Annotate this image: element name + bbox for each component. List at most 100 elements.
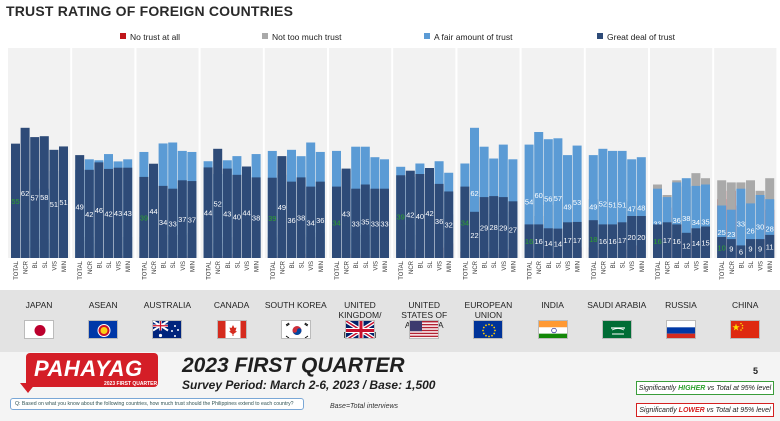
country-label: CANADA [213, 300, 250, 310]
bar-segment [158, 185, 168, 258]
subgroup-label: BL [547, 260, 553, 268]
bar-segment [701, 184, 710, 258]
bar-value-label: 36 [435, 217, 443, 226]
subgroup-label: MIN [511, 261, 517, 272]
bar-segment [380, 188, 389, 258]
subgroup-label: TOTAL [207, 260, 213, 279]
bar-value-label: 28 [766, 225, 774, 234]
chart-title: TRUST RATING OF FOREIGN COUNTRIES [6, 3, 294, 19]
subgroup-label: TOTAL [528, 260, 534, 279]
china-flag-icon [730, 320, 761, 339]
subgroup-label: TOTAL [14, 260, 20, 279]
bar-value-label: 33 [737, 219, 745, 228]
bar-value-label: 51 [59, 198, 67, 207]
bar-segment [39, 136, 49, 258]
bar-value-label: 17 [663, 236, 671, 245]
bar-segment [213, 148, 223, 258]
logo-speech-tail [20, 383, 36, 393]
bar-segment [617, 222, 627, 258]
subgroup-label: VIS [630, 261, 636, 271]
bar-segment [765, 234, 775, 258]
subgroup-label: VIS [309, 261, 315, 271]
bar-value-label: 36 [316, 216, 324, 225]
bar-value-label: 57 [554, 194, 562, 203]
bar-segment [139, 176, 149, 258]
bar-segment [617, 150, 627, 258]
bar-segment [563, 222, 572, 258]
bar-segment [267, 177, 277, 258]
bar-segment [681, 178, 691, 258]
saudi-arabia-flag-icon [601, 320, 632, 339]
bar-segment [425, 168, 434, 258]
bar-segment [251, 177, 261, 258]
bar-value-label: 49 [278, 203, 286, 212]
bar-segment [277, 156, 287, 258]
bar-segment [222, 168, 232, 258]
pahayag-logo [26, 353, 158, 387]
bar-segment [572, 221, 582, 258]
bar-value-label: 44 [242, 208, 250, 217]
legend-swatch-2 [424, 33, 430, 39]
bar-value-label: 52 [214, 199, 222, 208]
subgroup-label: SL [492, 260, 498, 268]
bar-segment [588, 220, 598, 258]
bar-value-label: 17 [618, 236, 626, 245]
subgroup-label: BL [226, 260, 232, 268]
bar-value-label: 16 [608, 237, 616, 246]
subgroup-label: TOTAL [656, 260, 662, 279]
bar-segment [479, 197, 489, 258]
bar-segment [168, 188, 178, 258]
bar-segment [736, 188, 746, 258]
subgroup-label: MIN [319, 261, 325, 272]
logo-brand-text: PAHAYAG [34, 356, 143, 381]
bar-segment [717, 205, 727, 258]
bar-segment [113, 167, 123, 258]
subgroup-label: BL [162, 260, 168, 268]
bar-segment [608, 150, 617, 258]
bar-value-label: 43 [114, 209, 122, 218]
asean-flag-icon [88, 320, 119, 339]
bar-value-label: 14 [554, 239, 562, 248]
bar-segment [755, 195, 765, 258]
bar-value-label: 53 [573, 198, 581, 207]
bar-value-label: 42 [104, 209, 112, 218]
bar-value-label: 51 [608, 200, 616, 209]
subgroup-label: VIS [502, 261, 508, 271]
bar-value-label: 42 [85, 210, 93, 219]
bar-segment [691, 185, 701, 258]
country-label: RUSSIA [665, 300, 697, 310]
south-korea-flag-icon [280, 320, 311, 339]
bar-segment [75, 155, 85, 258]
bar-value-label: 35 [701, 217, 709, 226]
bar-value-label: 18 [589, 235, 597, 244]
bar-segment [242, 166, 251, 258]
base-note: Base=Total interviews [330, 403, 399, 410]
subgroup-label: BL [290, 260, 296, 268]
bar-value-label: 58 [40, 193, 48, 202]
subgroup-label: MIN [704, 261, 710, 272]
bar-segment [94, 162, 104, 258]
bar-value-label: 62 [470, 189, 478, 198]
bar-segment [681, 232, 691, 258]
sig-higher-post: vs Total at 95% level [705, 385, 772, 392]
sig-lower-post: vs Total at 95% level [704, 407, 771, 414]
bar-segment [11, 143, 20, 258]
bar-segment [524, 224, 534, 258]
bar-segment [726, 239, 736, 258]
bar-segment [755, 239, 765, 258]
australia-flag-icon [152, 320, 183, 339]
logo-sub-text: 2023 FIRST QUARTER [104, 381, 158, 387]
sig-lower-pre: Significantly [639, 407, 679, 414]
bar-value-label: 12 [682, 241, 690, 250]
bar-value-label: 16 [535, 237, 543, 246]
legend-significantly-higher: Significantly HIGHER vs Total at 95% lev… [636, 381, 774, 395]
subgroup-label: NCR [730, 260, 736, 274]
bar-segment [341, 168, 351, 258]
subgroup-label: NCR [409, 260, 415, 274]
bar-segment [460, 186, 470, 258]
subgroup-label: NCR [666, 260, 672, 274]
bar-segment [534, 224, 544, 258]
subgroup-label: BL [675, 260, 681, 268]
bar-segment [49, 149, 59, 258]
bar-value-label: 27 [509, 226, 517, 235]
